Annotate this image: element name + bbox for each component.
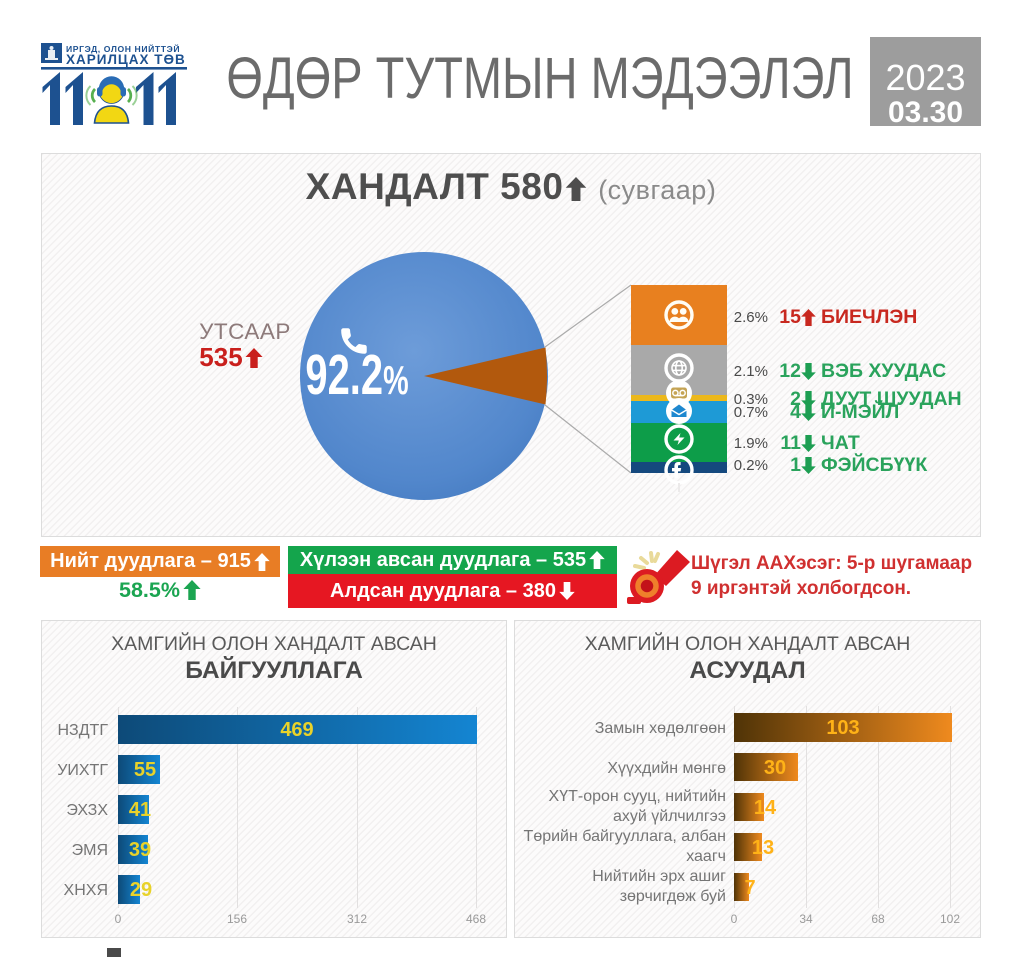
svg-text:ХАРИЛЦАХ ТӨВ: ХАРИЛЦАХ ТӨВ (66, 52, 186, 67)
svg-text:ИРГЭД, ОЛОН НИЙТТЭЙ: ИРГЭД, ОЛОН НИЙТТЭЙ (66, 43, 180, 54)
